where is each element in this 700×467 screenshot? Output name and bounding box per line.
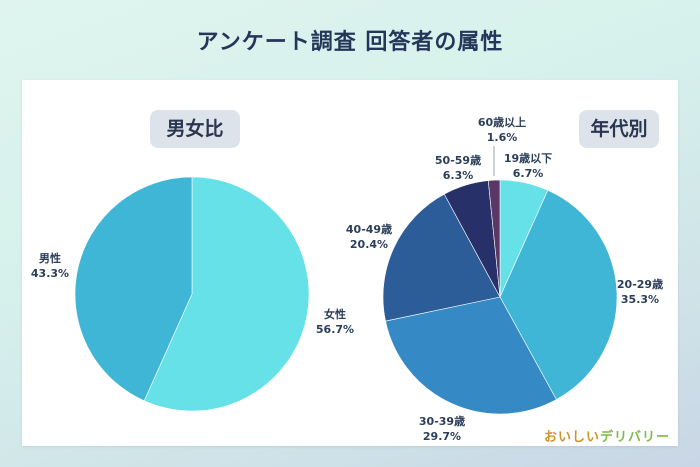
page-title: アンケート調査 回答者の属性 <box>196 30 504 55</box>
slice-label: 50-59歳 6.3% <box>435 153 481 182</box>
slice-label: 40-49歳 20.4% <box>346 222 392 251</box>
pie-slice <box>143 176 310 412</box>
age-chart-title: 年代別 <box>579 110 659 148</box>
slice-label: 男性 43.3% <box>31 251 69 280</box>
pie-slice <box>385 296 557 415</box>
slice-label: 60歳以上 1.6% <box>478 115 526 144</box>
pie-slice <box>382 193 501 322</box>
slice-label: 30-39歳 29.7% <box>419 414 465 443</box>
brand-logo: おいしいデリバリー <box>543 430 670 445</box>
pie-slice <box>487 179 501 298</box>
pie-slice <box>499 189 618 400</box>
slice-label: 19歳以下 6.7% <box>504 151 552 180</box>
pie-slice <box>74 176 193 402</box>
gender-chart-title: 男女比 <box>150 110 240 148</box>
slice-label: 女性 56.7% <box>316 307 354 336</box>
slice-label: 20-29歳 35.3% <box>617 277 663 306</box>
